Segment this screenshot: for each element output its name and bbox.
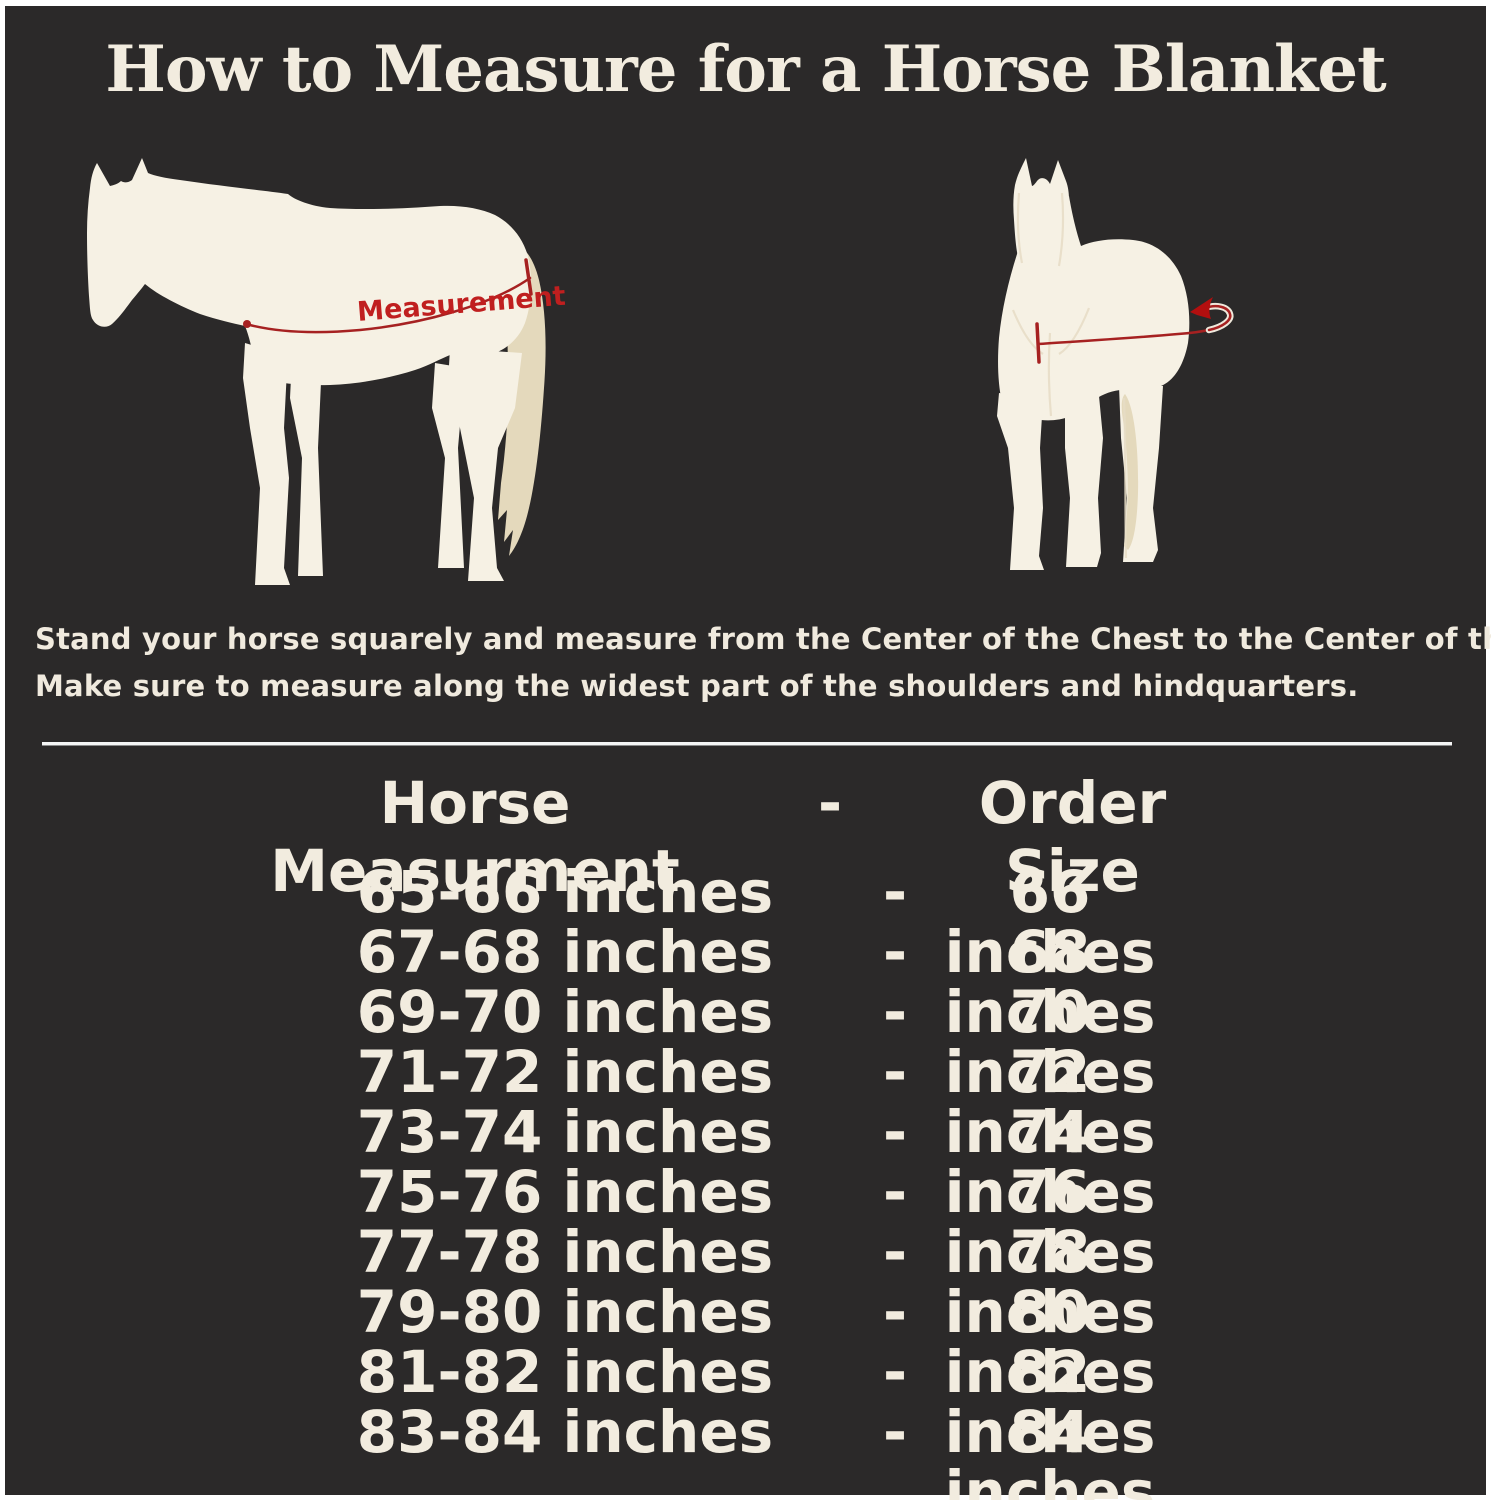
side-horse-illustration: Measurement (87, 158, 567, 585)
separator: - (882, 978, 908, 1046)
instructions: Stand your horse squarely and measure fr… (35, 616, 1491, 710)
horse-body (87, 158, 532, 386)
separator: - (882, 918, 908, 986)
measurement-line (244, 276, 532, 334)
separator: - (882, 1278, 908, 1346)
separator: - (882, 1338, 908, 1406)
order-size-cell: 76 inches (944, 1158, 1156, 1286)
table-row: 77-78 inches - 78 inches (5, 1218, 1486, 1342)
order-size-cell: 84 inches (944, 1398, 1156, 1500)
measurement-line (1036, 327, 1215, 346)
order-size-cell: 66 inches (944, 858, 1156, 986)
measurement-arrowhead (1190, 297, 1213, 319)
measurement-cell: 69-70 inches (356, 978, 774, 1046)
table-row: 73-74 inches - 74 inches (5, 1098, 1486, 1222)
separator: - (882, 858, 908, 926)
measurement-loop (1203, 305, 1232, 332)
horse-front-leg-far (290, 358, 323, 576)
page-title: How to Measure for a Horse Blanket (105, 32, 1386, 107)
horse-head (1013, 158, 1070, 308)
front-horse-illustration (997, 158, 1234, 570)
table-row: 83-84 inches - 84 inches (5, 1398, 1486, 1500)
table-row: 65-66 inches - 66 inches (5, 858, 1486, 982)
measurement-cell: 83-84 inches (356, 1398, 774, 1466)
horse-front-left-leg (997, 393, 1044, 570)
measurement-cell: 65-66 inches (356, 858, 774, 926)
order-size-cell: 78 inches (944, 1218, 1156, 1346)
instruction-line-2: Make sure to measure along the widest pa… (35, 669, 1359, 703)
measurement-start-dot (243, 320, 251, 328)
horse-hind-leg-far (432, 363, 465, 568)
header-order-size: Order Size (978, 769, 1167, 905)
order-size-cell: 74 inches (944, 1098, 1156, 1226)
horse-front-leg (243, 343, 290, 585)
measurement-cell: 67-68 inches (356, 918, 774, 986)
measurement-cell: 77-78 inches (356, 1218, 774, 1286)
dark-panel: How to Measure for a Horse Blanket Measu… (5, 6, 1491, 1500)
measurement-cell: 75-76 inches (356, 1158, 774, 1226)
measurement-cell: 71-72 inches (356, 1038, 774, 1106)
order-size-cell: 72 inches (944, 1038, 1156, 1166)
horse-hind-leg (448, 348, 522, 581)
table-row: 79-80 inches - 80 inches (5, 1278, 1486, 1402)
separator: - (882, 1038, 908, 1106)
horse-front-right-leg (1065, 396, 1103, 567)
table-row: 71-72 inches - 72 inches (5, 1038, 1486, 1162)
order-size-cell: 68 inches (944, 918, 1156, 1046)
separator: - (882, 1098, 908, 1166)
order-size-cell: 80 inches (944, 1278, 1156, 1406)
instruction-line-1: Stand your horse squarely and measure fr… (35, 622, 1491, 656)
divider-line (42, 742, 1452, 745)
measurement-tick (524, 258, 533, 296)
measurement-cell: 81-82 inches (356, 1338, 774, 1406)
measurement-cell: 73-74 inches (356, 1098, 774, 1166)
separator: - (882, 1398, 908, 1466)
table-row: 81-82 inches - 82 inches (5, 1338, 1486, 1462)
order-size-cell: 70 inches (944, 978, 1156, 1106)
size-table-header: Horse Measurment - Order Size (5, 769, 1486, 905)
size-table: 65-66 inches - 66 inches 67-68 inches - … (5, 858, 1486, 1500)
measurement-cell: 79-80 inches (356, 1278, 774, 1346)
header-separator: - (817, 769, 843, 837)
separator: - (882, 1218, 908, 1286)
separator: - (882, 1158, 908, 1226)
header-measurement: Horse Measurment (270, 769, 680, 905)
table-row: 67-68 inches - 68 inches (5, 918, 1486, 1042)
order-size-cell: 82 inches (944, 1338, 1156, 1466)
table-row: 69-70 inches - 70 inches (5, 978, 1486, 1102)
table-row: 75-76 inches - 76 inches (5, 1158, 1486, 1282)
